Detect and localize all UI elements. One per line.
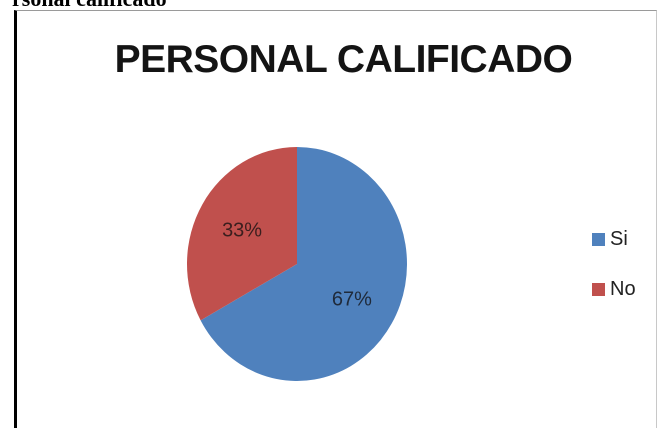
legend-swatch-si: [592, 232, 605, 246]
figure-caption: rsonal calificado: [12, 0, 167, 10]
pie-slice-no: [187, 147, 297, 321]
data-label-no: 33%: [222, 219, 262, 241]
pie-slice-si: [200, 147, 407, 382]
data-label-si: 67%: [332, 289, 372, 311]
legend-label-si: Si: [610, 227, 628, 250]
legend-label-no: No: [610, 277, 636, 300]
legend: Si No: [592, 226, 636, 326]
legend-item-si: Si: [592, 226, 636, 252]
chart-title: PERSONAL CALIFICADO: [114, 38, 573, 81]
legend-swatch-no: [592, 282, 605, 296]
legend-item-no: No: [592, 276, 636, 302]
